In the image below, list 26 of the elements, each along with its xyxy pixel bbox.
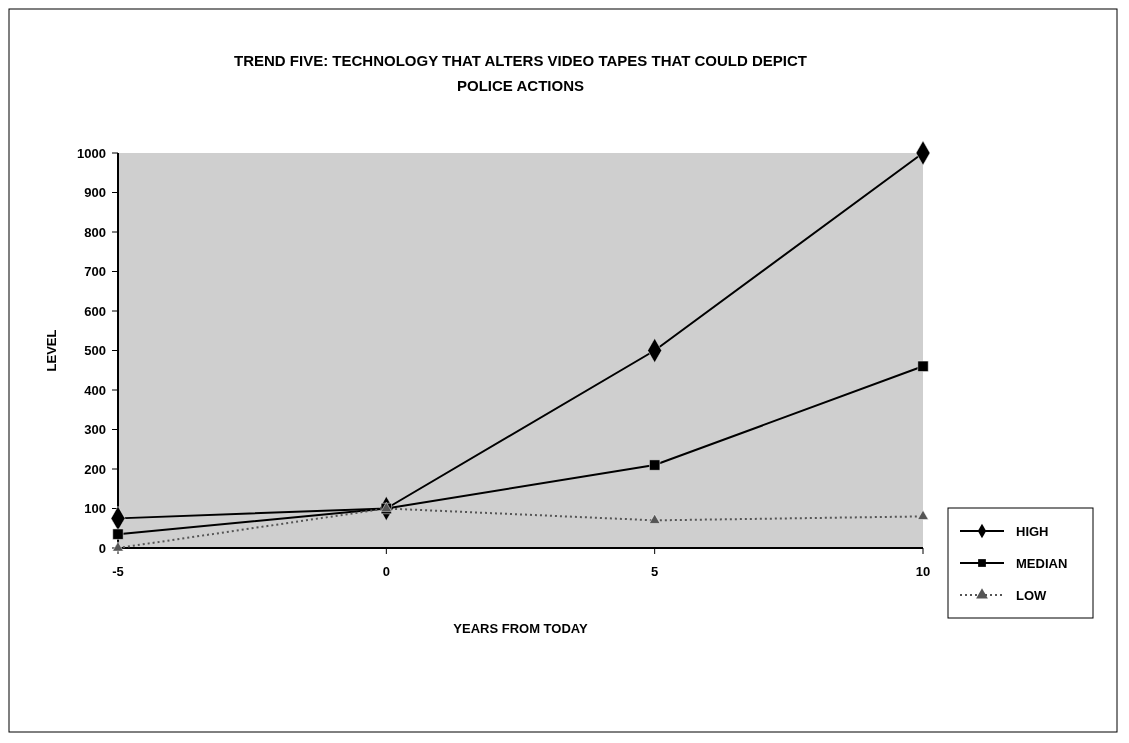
y-tick-label: 300	[84, 422, 106, 438]
y-tick-label: 100	[84, 501, 106, 517]
point	[112, 528, 124, 540]
y-tick-label: 700	[84, 264, 106, 280]
y-tick-label: 0	[98, 540, 106, 556]
point	[917, 509, 929, 520]
y-tick-label: 400	[84, 382, 106, 398]
x-tick-label: 10	[915, 564, 931, 579]
x-tick-label: 5	[651, 564, 659, 579]
chart-title: TREND FIVE: TECHNOLOGY THAT ALTERS VIDEO TAPES THAT COULD DEPICT POLICE ACTIONS	[233, 52, 808, 94]
y-tick-label: 600	[84, 303, 106, 319]
x-tick-label: -5	[112, 564, 124, 579]
point	[917, 360, 929, 372]
legend-label: HIGH	[1016, 523, 1049, 539]
y-tick-label: 500	[84, 343, 106, 359]
legend-label: MEDIAN	[1016, 555, 1068, 571]
y-axis-title: LEVEL	[44, 329, 59, 372]
y-tick-label: 1000	[77, 145, 106, 161]
point	[649, 513, 661, 524]
x-axis-title: YEARS FROM TODAY	[453, 621, 588, 636]
y-tick-label: 800	[84, 224, 106, 240]
x-tick-label: 0	[382, 564, 390, 579]
y-tick-label: 200	[84, 461, 106, 477]
y-tick-label: 900	[84, 185, 106, 201]
point	[649, 459, 661, 471]
legend-label: LOW	[1016, 587, 1048, 603]
